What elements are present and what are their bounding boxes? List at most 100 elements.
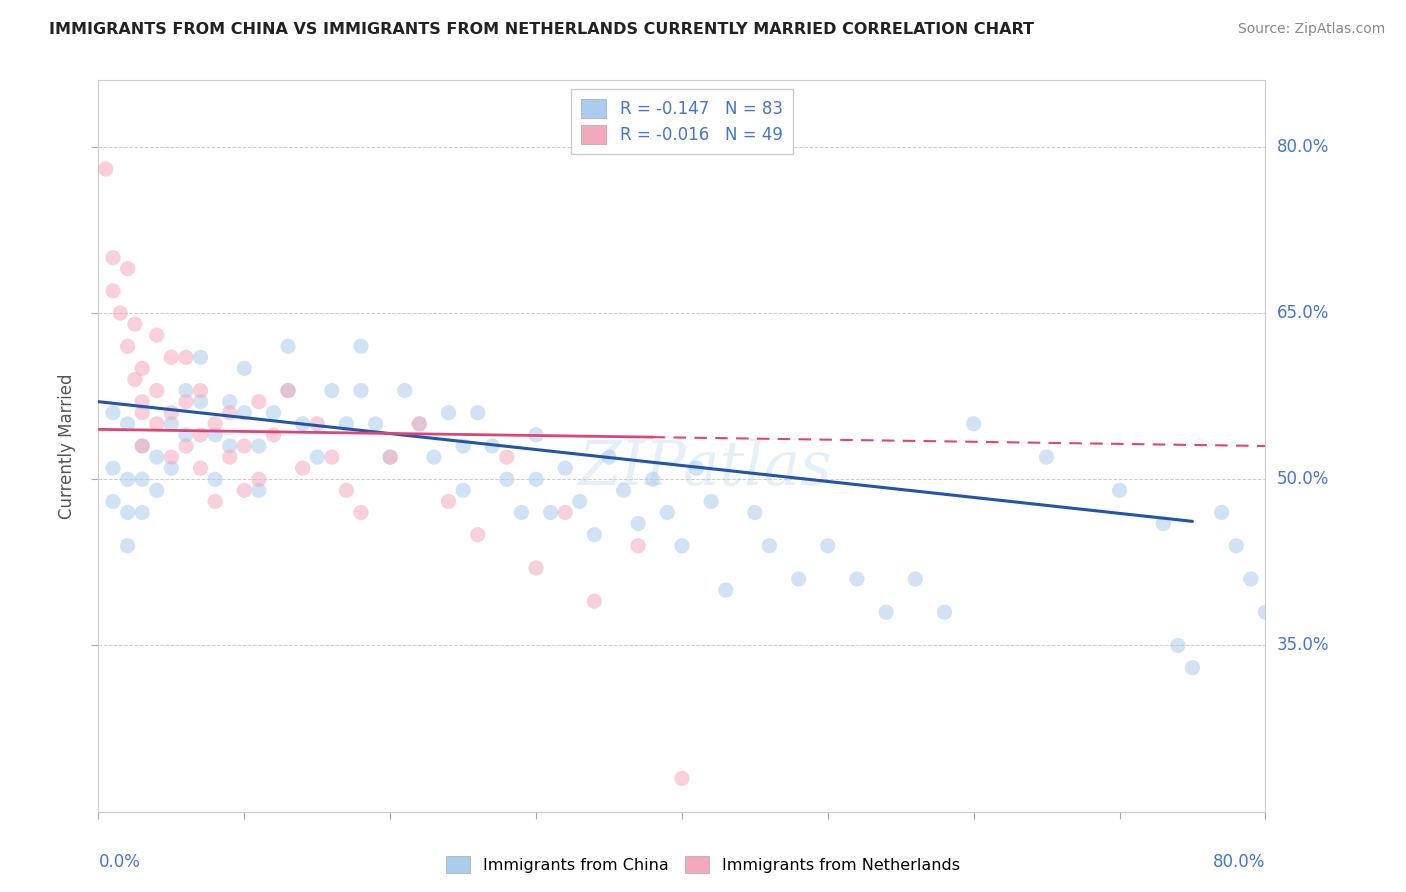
Point: [1268, 472, 1291, 486]
Point: [218, 394, 240, 409]
Point: [758, 539, 780, 553]
Point: [1240, 572, 1263, 586]
Point: [568, 494, 591, 508]
Point: [307, 417, 329, 431]
Point: [190, 428, 212, 442]
Point: [583, 594, 606, 608]
Point: [904, 572, 927, 586]
Text: ZIPatlas: ZIPatlas: [578, 438, 832, 498]
Point: [204, 428, 226, 442]
Point: [598, 450, 620, 464]
Point: [110, 306, 132, 320]
Text: IMMIGRANTS FROM CHINA VS IMMIGRANTS FROM NETHERLANDS CURRENTLY MARRIED CORRELATI: IMMIGRANTS FROM CHINA VS IMMIGRANTS FROM…: [49, 22, 1035, 37]
Point: [612, 483, 634, 498]
Legend: Immigrants from China, Immigrants from Netherlands: Immigrants from China, Immigrants from N…: [440, 849, 966, 880]
Point: [124, 317, 146, 331]
Point: [218, 450, 240, 464]
Point: [101, 284, 124, 298]
Point: [160, 351, 183, 365]
Point: [627, 539, 650, 553]
Point: [174, 428, 197, 442]
Point: [846, 572, 869, 586]
Point: [262, 428, 284, 442]
Point: [233, 483, 256, 498]
Point: [131, 406, 153, 420]
Point: [510, 506, 533, 520]
Point: [451, 439, 474, 453]
Text: 80.0%: 80.0%: [1213, 854, 1265, 871]
Point: [350, 384, 373, 398]
Text: 65.0%: 65.0%: [1277, 304, 1329, 322]
Point: [204, 417, 226, 431]
Text: 35.0%: 35.0%: [1277, 637, 1329, 655]
Point: [146, 450, 169, 464]
Point: [190, 384, 212, 398]
Point: [101, 461, 124, 475]
Point: [131, 472, 153, 486]
Point: [467, 527, 489, 541]
Point: [554, 461, 576, 475]
Point: [190, 351, 212, 365]
Point: [117, 472, 139, 486]
Point: [481, 439, 503, 453]
Point: [160, 406, 183, 420]
Point: [174, 384, 197, 398]
Point: [380, 450, 402, 464]
Point: [641, 472, 664, 486]
Point: [1152, 516, 1174, 531]
Text: Source: ZipAtlas.com: Source: ZipAtlas.com: [1237, 22, 1385, 37]
Point: [437, 406, 460, 420]
Point: [496, 450, 519, 464]
Point: [131, 439, 153, 453]
Point: [524, 428, 547, 442]
Point: [117, 261, 139, 276]
Point: [117, 339, 139, 353]
Point: [146, 384, 169, 398]
Point: [291, 461, 314, 475]
Point: [1181, 660, 1204, 674]
Point: [423, 450, 446, 464]
Point: [451, 483, 474, 498]
Point: [583, 527, 606, 541]
Point: [160, 461, 183, 475]
Text: 50.0%: 50.0%: [1277, 470, 1329, 488]
Point: [714, 583, 737, 598]
Point: [117, 506, 139, 520]
Point: [233, 361, 256, 376]
Text: 80.0%: 80.0%: [1277, 137, 1329, 156]
Point: [1211, 506, 1233, 520]
Point: [364, 417, 387, 431]
Point: [101, 494, 124, 508]
Point: [817, 539, 839, 553]
Point: [321, 450, 343, 464]
Point: [1167, 639, 1189, 653]
Point: [160, 450, 183, 464]
Point: [554, 506, 576, 520]
Point: [101, 406, 124, 420]
Point: [467, 406, 489, 420]
Point: [277, 384, 299, 398]
Point: [174, 394, 197, 409]
Point: [496, 472, 519, 486]
Point: [277, 339, 299, 353]
Point: [934, 605, 956, 619]
Point: [131, 394, 153, 409]
Point: [744, 506, 766, 520]
Point: [1254, 605, 1277, 619]
Point: [146, 328, 169, 343]
Point: [218, 406, 240, 420]
Point: [700, 494, 723, 508]
Point: [394, 384, 416, 398]
Point: [540, 506, 562, 520]
Point: [146, 483, 169, 498]
Point: [233, 406, 256, 420]
Point: [335, 483, 357, 498]
Point: [1298, 539, 1320, 553]
Point: [262, 406, 284, 420]
Point: [101, 251, 124, 265]
Point: [335, 417, 357, 431]
Point: [307, 450, 329, 464]
Point: [875, 605, 897, 619]
Point: [350, 506, 373, 520]
Point: [787, 572, 810, 586]
